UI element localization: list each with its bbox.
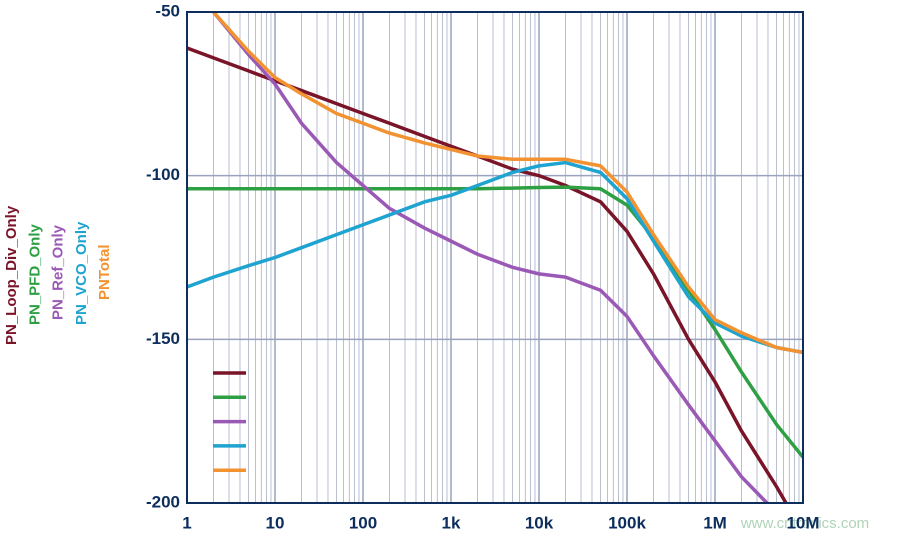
grid [186,11,804,504]
x-tick-label: 10k [525,513,554,532]
legend-label: PNTotal [96,244,113,300]
y-tick-label: -150 [146,329,180,348]
y-tick-label: -50 [155,1,180,20]
x-tick-label: 100 [349,513,377,532]
series-line [187,160,803,355]
plot-lines [187,12,803,503]
watermark: www.cntronics.com [740,515,869,532]
y-tick-label: -100 [146,165,180,184]
x-tick-label: 1 [182,513,191,532]
x-tick-label: 1M [703,513,727,532]
legend-label: PN_Loop_Div_Only [3,205,20,345]
series-line [212,12,770,503]
legend: PN_Loop_Div_Only PN_PFD_Only PN_Ref_Only PN… [3,205,246,472]
plot-frame [186,11,804,504]
x-tick-label: 10 [266,513,285,532]
x-tick-label: 1k [442,513,461,532]
legend-label: PN_Ref_Only [50,224,67,320]
series-line [212,12,803,355]
legend-label: PN_VCO_Only [73,221,90,325]
x-tick-label: 100k [608,513,646,532]
x-tick-label: 10M [786,513,819,532]
legend-label: PN_PFD_Only [26,223,43,325]
y-tick-label: -200 [146,492,180,511]
